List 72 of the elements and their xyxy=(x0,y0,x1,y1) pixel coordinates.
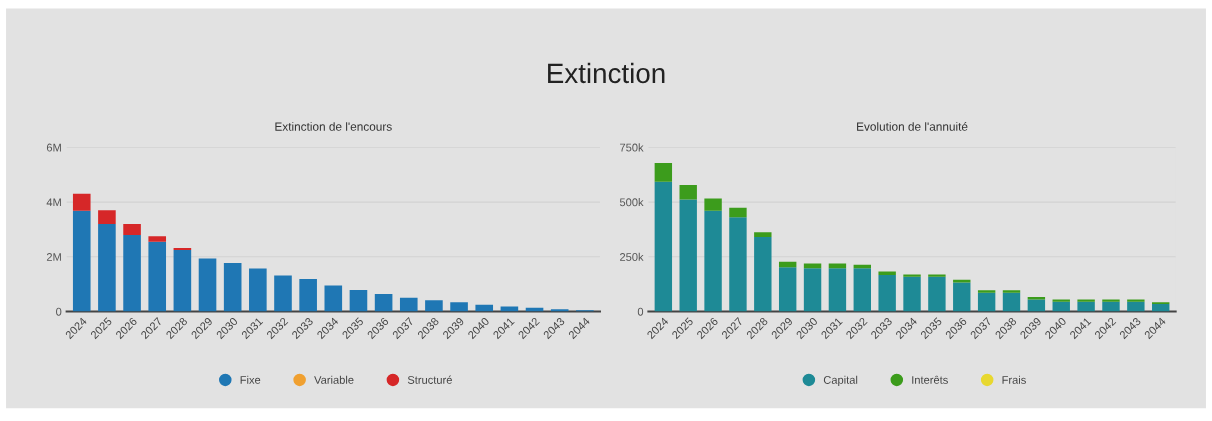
bar xyxy=(1077,301,1095,312)
bar xyxy=(903,276,921,312)
bar xyxy=(223,263,242,312)
bar xyxy=(148,236,167,242)
legend-label: Fixe xyxy=(240,375,261,384)
bar xyxy=(654,162,673,182)
y-tick-label: 250k xyxy=(620,252,644,261)
bar xyxy=(98,210,116,224)
bar xyxy=(878,271,896,275)
bar xyxy=(274,275,292,312)
chart-title: Evolution de l'annuité xyxy=(857,121,968,131)
y-tick-label: 0 xyxy=(637,307,644,316)
bar xyxy=(1052,299,1070,302)
bar xyxy=(249,268,267,312)
bar xyxy=(803,268,822,312)
bar xyxy=(679,199,697,312)
legend-label: Variable xyxy=(314,375,354,384)
bar xyxy=(754,237,772,312)
bar xyxy=(654,181,673,312)
bar xyxy=(1002,292,1021,312)
bar xyxy=(399,297,418,312)
bar xyxy=(903,274,921,277)
bar xyxy=(1027,299,1046,312)
bar xyxy=(72,210,91,312)
bar xyxy=(754,232,772,238)
y-tick-label: 6M xyxy=(46,143,61,152)
bar xyxy=(173,249,192,312)
chart-title: Extinction de l'encours xyxy=(275,122,392,131)
bar xyxy=(729,217,747,312)
bar xyxy=(853,268,871,312)
bar xyxy=(878,274,896,312)
bar xyxy=(425,300,443,312)
bar xyxy=(778,267,797,312)
bar xyxy=(1077,299,1095,302)
bar xyxy=(324,285,343,312)
bar xyxy=(1152,304,1170,312)
bar xyxy=(1102,301,1120,312)
bar xyxy=(450,302,468,312)
y-tick-label: 500k xyxy=(619,198,644,207)
bar xyxy=(198,258,217,312)
y-tick-label: 4M xyxy=(46,198,61,207)
bar xyxy=(1127,301,1145,312)
bar xyxy=(299,278,317,312)
bar xyxy=(349,289,368,312)
bar xyxy=(1102,299,1120,302)
bar xyxy=(704,210,722,312)
legend-label: Frais xyxy=(1002,375,1026,384)
bar xyxy=(123,223,141,235)
text: Extinction xyxy=(548,62,665,84)
bar xyxy=(679,185,697,200)
bar xyxy=(928,274,946,277)
bar xyxy=(1127,299,1145,302)
bar xyxy=(953,282,971,312)
bar xyxy=(148,241,167,312)
bar xyxy=(1002,290,1021,293)
y-tick-label: 0 xyxy=(56,307,62,316)
bar xyxy=(977,290,996,293)
bar xyxy=(475,304,494,312)
bar xyxy=(729,207,747,218)
legend-label: Structuré xyxy=(407,375,452,384)
bar xyxy=(977,292,996,312)
y-tick-label: 750k xyxy=(620,143,644,152)
bar xyxy=(98,223,116,312)
bar xyxy=(828,268,847,312)
bar xyxy=(928,276,946,312)
y-tick-label: 2M xyxy=(46,253,61,261)
bar xyxy=(374,294,393,312)
bar xyxy=(72,193,91,211)
bar xyxy=(123,234,141,312)
bar xyxy=(704,198,722,211)
legend-label: Interêts xyxy=(912,375,948,384)
legend-label: Capital xyxy=(823,375,858,387)
